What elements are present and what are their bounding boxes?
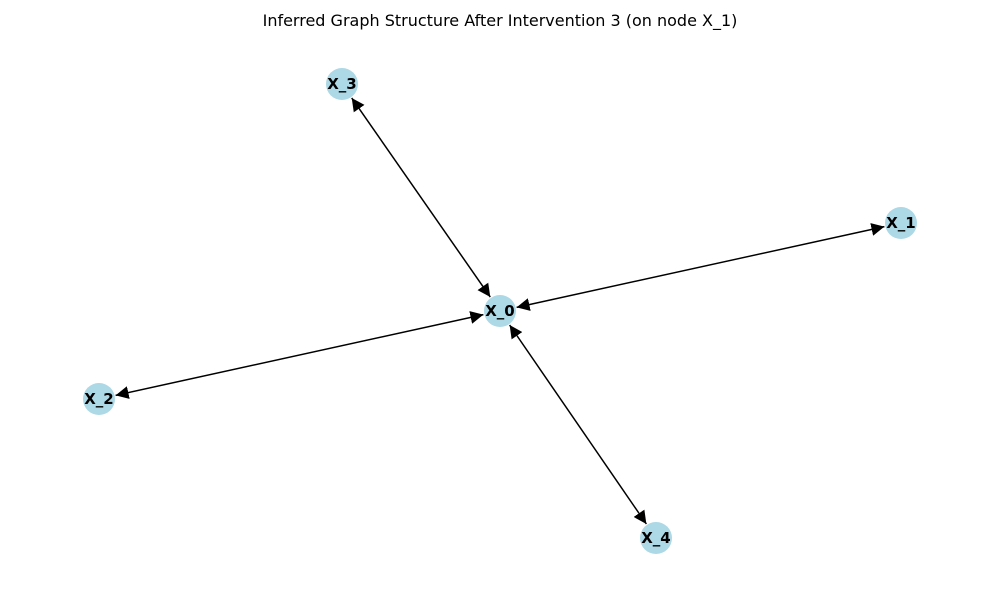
node-circle: [640, 522, 672, 554]
node-label: X_3: [327, 75, 357, 93]
node-x0: X_0: [484, 295, 516, 327]
edge-x0-x4: [509, 324, 647, 525]
node-label: X_2: [84, 390, 114, 408]
nodes-layer: X_0 X_1 X_2 X_3 X_4: [83, 68, 917, 554]
edge-x0-x3: [351, 97, 491, 298]
node-circle: [83, 383, 115, 415]
node-x3: X_3: [326, 68, 358, 100]
diagram-title: Inferred Graph Structure After Intervent…: [262, 11, 738, 30]
node-label: X_0: [485, 302, 515, 320]
edges-layer: [115, 97, 885, 525]
node-circle: [326, 68, 358, 100]
node-circle: [484, 295, 516, 327]
node-circle: [885, 207, 917, 239]
node-x4: X_4: [640, 522, 672, 554]
edge-x0-x1: [516, 223, 885, 311]
edge-x0-x2: [115, 311, 484, 399]
node-label: X_4: [641, 529, 671, 547]
node-x2: X_2: [83, 383, 115, 415]
node-label: X_1: [886, 214, 916, 232]
node-x1: X_1: [885, 207, 917, 239]
